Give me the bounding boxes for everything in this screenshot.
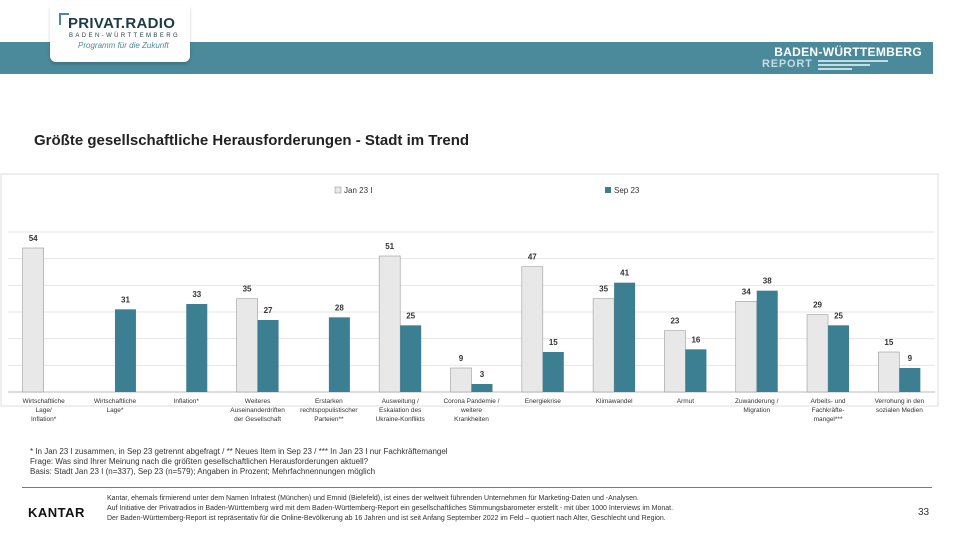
bar — [236, 298, 258, 393]
legend-label: Jan 23 I — [344, 186, 372, 195]
tick-label: Zuwanderung / Migration — [735, 398, 779, 414]
tick-label: Verrohung in den sozialen Medien — [875, 398, 925, 414]
data-label: 28 — [335, 303, 344, 312]
bar — [378, 255, 401, 393]
data-label: 35 — [243, 285, 252, 294]
tick-label: Erstarken rechtspopulistischer Parteien** — [300, 398, 358, 423]
tick-label: Energiekrise — [525, 398, 562, 405]
logo-slogan: Programm für die Zukunft — [78, 41, 169, 50]
bar — [471, 384, 493, 392]
kantar-logo: KANTAR — [28, 505, 85, 520]
data-label: 27 — [264, 306, 273, 315]
data-label: 15 — [884, 338, 893, 347]
bar — [257, 320, 279, 392]
bar — [400, 325, 422, 392]
bar-chart: Jan 23 I Sep 23 54 Wirtschaftliche Lage/Infl… — [0, 173, 939, 423]
bar — [899, 368, 921, 392]
logo-bracket-icon — [59, 13, 69, 25]
data-label: 25 — [834, 311, 843, 320]
legend-label: Sep 23 — [614, 186, 640, 195]
tick-label: Klimawandel — [596, 398, 633, 405]
report-subtitle: REPORT — [762, 58, 813, 70]
data-label: 23 — [670, 317, 679, 326]
bar — [186, 304, 208, 392]
data-label: 9 — [459, 354, 464, 363]
bar — [828, 325, 850, 392]
tick-label: Wirtschaftliche Lage* — [94, 398, 137, 414]
bar — [756, 290, 778, 392]
privat-radio-logo: PRIVAT.RADIO BADEN-WÜRTTEMBERG Programm … — [50, 6, 190, 62]
footnote-basis: Basis: Stadt Jan 23 I (n=337), Sep 23 (n… — [30, 467, 376, 476]
chart-frame — [0, 173, 939, 407]
bar — [592, 298, 615, 393]
bar — [664, 330, 686, 393]
data-label: 9 — [908, 354, 913, 363]
bar — [614, 282, 636, 392]
bar — [450, 367, 472, 393]
data-label: 51 — [385, 242, 394, 251]
footnote-question: Frage: Was sind Ihrer Meinung nach die g… — [30, 457, 369, 466]
tick-label: Ausweitung / Eskalation des Ukraine-Konfli… — [376, 398, 426, 423]
footnote-items: * In Jan 23 I zusammen, in Sep 23 getren… — [30, 447, 448, 456]
data-label: 16 — [691, 335, 700, 344]
report-stripes-decoration — [818, 60, 888, 70]
tick-label: Weiteres Auseinanderdriften der Gesellscha… — [230, 398, 285, 423]
bar — [735, 301, 758, 393]
page-number: 33 — [918, 507, 930, 518]
tick-label: Wirtschaftliche Lage/Inflation* — [23, 398, 66, 423]
data-label: 31 — [121, 295, 130, 304]
footer-line-3: Der Baden-Württemberg-Report ist repräse… — [107, 515, 666, 522]
footer-divider — [22, 487, 932, 488]
legend-swatch — [605, 187, 611, 193]
report-title: BADEN-WÜRTTEMBERG — [774, 45, 922, 59]
tick-label: Corona Pandemie / weitere Krankheiten — [443, 398, 499, 423]
data-label: 54 — [29, 234, 38, 243]
tick-label: Inflation* — [174, 398, 200, 405]
bar — [542, 352, 564, 392]
data-label: 33 — [192, 290, 201, 299]
logo-title: PRIVAT.RADIO — [68, 15, 176, 32]
data-label: 15 — [549, 338, 558, 347]
tick-label: Arbeits- und Fachkräfte-mangel*** — [811, 398, 846, 423]
page-title: Größte gesellschaftliche Herausforderung… — [34, 132, 470, 149]
data-label: 25 — [406, 311, 415, 320]
bar — [806, 314, 829, 393]
bar — [521, 266, 544, 393]
data-label: 3 — [480, 370, 485, 379]
data-label: 29 — [813, 301, 822, 310]
logo-subtitle: BADEN-WÜRTTEMBERG — [69, 33, 181, 39]
data-label: 47 — [528, 253, 537, 262]
legend-swatch — [334, 186, 342, 194]
footer-line-2: Auf Initiative der Privatradios in Baden… — [107, 505, 674, 512]
footer-line-1: Kantar, ehemals firmierend unter dem Nam… — [107, 495, 639, 502]
data-label: 35 — [599, 285, 608, 294]
bar — [114, 309, 136, 392]
data-label: 34 — [742, 287, 751, 296]
data-label: 38 — [763, 277, 772, 286]
tick-label: Armut — [677, 398, 695, 405]
bar — [685, 349, 707, 392]
bar — [878, 351, 900, 393]
bar — [22, 247, 44, 393]
data-label: 41 — [620, 269, 629, 278]
bar — [328, 317, 350, 392]
